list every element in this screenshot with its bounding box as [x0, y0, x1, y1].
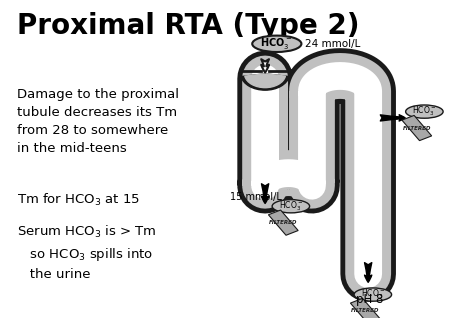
Text: HCO$_3^-$: HCO$_3^-$ — [260, 36, 292, 51]
FancyBboxPatch shape — [268, 210, 298, 235]
FancyBboxPatch shape — [402, 116, 432, 141]
Text: FILTERED: FILTERED — [269, 220, 298, 225]
Text: 15 mmol/L: 15 mmol/L — [230, 192, 282, 202]
Ellipse shape — [406, 105, 443, 118]
Text: Serum HCO$_3$ is > Tm
   so HCO$_3$ spills into
   the urine: Serum HCO$_3$ is > Tm so HCO$_3$ spills … — [17, 224, 156, 281]
Text: 24 mmol/L: 24 mmol/L — [305, 39, 360, 49]
Ellipse shape — [354, 288, 392, 301]
Text: Proximal RTA (Type 2): Proximal RTA (Type 2) — [17, 12, 359, 40]
Text: FILTERED: FILTERED — [402, 126, 431, 131]
Ellipse shape — [252, 36, 301, 52]
Text: FILTERED: FILTERED — [351, 308, 380, 314]
Text: pH 8: pH 8 — [356, 293, 384, 306]
Wedge shape — [241, 74, 289, 90]
Text: Damage to the proximal
tubule decreases its Tm
from 28 to somewhere
in the mid-t: Damage to the proximal tubule decreases … — [17, 88, 179, 155]
Text: HCO$_3^-$: HCO$_3^-$ — [361, 288, 385, 301]
Text: HCO$_3^-$: HCO$_3^-$ — [412, 105, 437, 118]
Text: Tm for HCO$_3$ at 15: Tm for HCO$_3$ at 15 — [17, 192, 140, 208]
Ellipse shape — [272, 200, 310, 213]
Wedge shape — [245, 74, 285, 88]
Text: HCO$_3^-$: HCO$_3^-$ — [279, 199, 303, 213]
FancyBboxPatch shape — [350, 298, 380, 321]
